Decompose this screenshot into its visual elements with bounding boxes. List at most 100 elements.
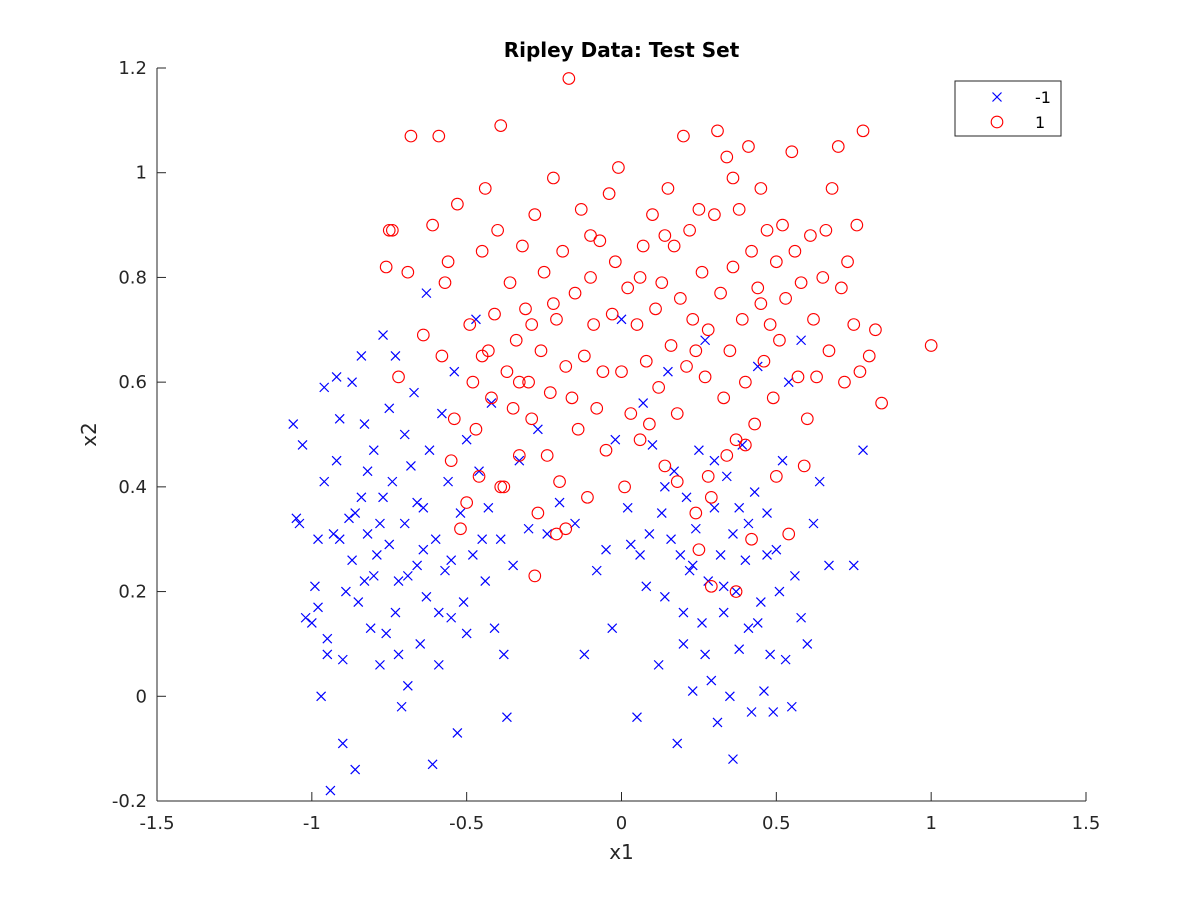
circle-marker	[729, 585, 743, 598]
x-marker	[709, 455, 720, 466]
circle-marker	[686, 312, 700, 326]
circle-marker	[512, 449, 526, 462]
circle-marker	[692, 543, 706, 557]
circle-marker	[739, 375, 752, 389]
x-marker	[356, 492, 367, 503]
x-marker	[294, 518, 305, 529]
circle-marker	[704, 490, 718, 504]
x-marker	[786, 701, 797, 712]
circle-marker	[568, 286, 582, 300]
circle-marker	[602, 187, 616, 201]
circle-marker	[618, 480, 631, 494]
circle-marker	[478, 182, 492, 195]
circle-marker	[769, 255, 783, 269]
circle-marker	[435, 349, 449, 363]
x-marker	[390, 351, 401, 361]
x-marker	[331, 371, 342, 382]
data-markers	[288, 72, 938, 796]
x-marker	[697, 618, 707, 628]
x-marker	[814, 476, 825, 487]
x-marker	[421, 591, 432, 602]
circle-marker	[658, 229, 672, 242]
circle-marker	[788, 244, 802, 258]
x-marker	[378, 330, 388, 340]
x-marker	[340, 586, 351, 597]
circle-marker	[677, 129, 690, 143]
circle-marker	[797, 459, 811, 473]
circle-marker	[714, 286, 727, 300]
legend: -11	[954, 80, 1062, 137]
circle-marker	[655, 276, 669, 290]
x-marker	[542, 529, 553, 539]
x-marker	[402, 570, 413, 581]
x-marker	[824, 560, 834, 571]
x-marker	[350, 764, 361, 775]
circle-marker	[841, 255, 854, 269]
x-marker	[700, 335, 711, 346]
circle-marker	[683, 223, 696, 237]
circle-marker	[438, 276, 452, 290]
x-marker	[768, 707, 779, 717]
circle-marker	[584, 271, 597, 284]
x-marker	[449, 366, 460, 377]
x-marker	[759, 686, 769, 696]
x-marker	[802, 639, 813, 649]
x-marker	[433, 659, 444, 670]
x-marker	[313, 602, 323, 613]
legend-box	[954, 80, 1062, 137]
x-marker	[712, 717, 723, 728]
x-marker	[728, 754, 738, 765]
x-marker	[375, 518, 385, 529]
x-marker	[709, 502, 720, 513]
circle-marker	[475, 349, 489, 363]
axes-background	[157, 68, 1086, 801]
circle-marker	[534, 344, 548, 358]
circle-marker	[732, 203, 746, 216]
x-axis-label: x1	[609, 840, 634, 864]
x-marker	[625, 539, 636, 550]
x-marker	[319, 382, 330, 393]
circle-marker	[633, 433, 647, 447]
circle-marker	[658, 459, 672, 473]
circle-marker	[831, 140, 845, 153]
y-tick-label: 0	[136, 686, 147, 707]
x-marker	[523, 523, 534, 534]
circle-marker	[528, 569, 542, 583]
circle-marker	[590, 401, 604, 415]
x-marker	[430, 534, 441, 545]
x-marker	[297, 440, 308, 450]
x-marker	[681, 492, 692, 503]
x-marker	[486, 398, 497, 409]
x-marker	[446, 555, 457, 566]
circle-marker	[540, 449, 554, 462]
x-marker	[390, 607, 401, 618]
circle-marker	[646, 208, 659, 221]
x-marker	[579, 649, 590, 660]
x-marker	[771, 544, 782, 555]
circle-marker	[506, 401, 520, 415]
circle-marker	[444, 454, 458, 468]
circle-marker	[782, 527, 796, 541]
circle-marker	[748, 417, 762, 431]
x-marker	[663, 366, 673, 377]
circle-marker	[825, 182, 839, 195]
x-marker	[489, 623, 500, 634]
x-marker	[762, 549, 772, 560]
x-marker	[687, 560, 698, 571]
circle-marker	[404, 129, 418, 143]
x-marker	[458, 597, 469, 607]
x-marker	[455, 508, 466, 518]
x-marker	[724, 691, 735, 702]
x-marker	[461, 628, 472, 639]
circle-marker	[401, 265, 415, 279]
circle-marker	[869, 323, 882, 337]
circle-marker	[754, 182, 768, 195]
circle-marker	[596, 365, 610, 379]
x-marker	[737, 440, 748, 450]
circle-marker	[785, 145, 799, 159]
x-marker	[412, 497, 423, 508]
circle-marker	[494, 119, 508, 132]
circle-marker	[791, 370, 805, 384]
